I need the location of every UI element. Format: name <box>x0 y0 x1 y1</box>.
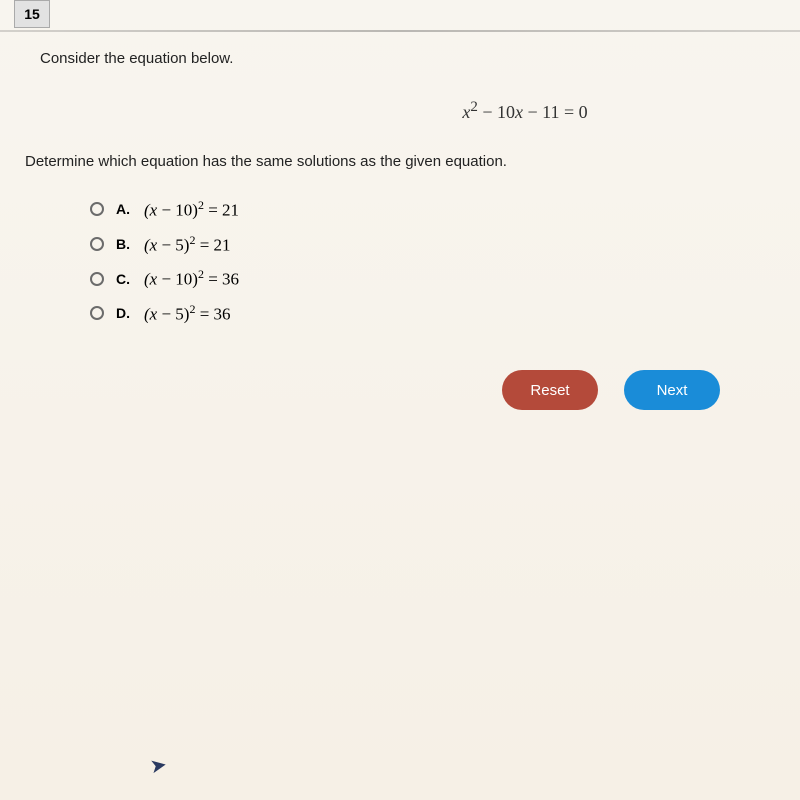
choice-letter: B. <box>116 236 138 252</box>
choice-c[interactable]: C. (x − 10)2 = 36 <box>90 267 760 290</box>
radio-icon[interactable] <box>90 306 104 320</box>
radio-icon[interactable] <box>90 272 104 286</box>
question-number: 15 <box>24 6 40 22</box>
prompt-line-1: Consider the equation below. <box>40 50 760 67</box>
answer-choices: A. (x − 10)2 = 21 B. (x − 5)2 = 21 C. (x… <box>90 198 760 325</box>
question-number-badge: 15 <box>14 0 50 28</box>
choice-letter: A. <box>116 201 138 217</box>
content-area: Consider the equation below. x2 − 10x − … <box>40 50 760 337</box>
divider <box>0 30 800 32</box>
choice-letter: C. <box>116 271 138 287</box>
choice-d[interactable]: D. (x − 5)2 = 36 <box>90 302 760 325</box>
question-panel: 15 Consider the equation below. x2 − 10x… <box>0 0 800 800</box>
reset-button[interactable]: Reset <box>502 370 598 410</box>
choice-expression: (x − 5)2 = 36 <box>144 302 231 325</box>
radio-icon[interactable] <box>90 237 104 251</box>
next-button[interactable]: Next <box>624 370 720 410</box>
prompt-line-2: Determine which equation has the same so… <box>25 153 760 170</box>
button-row: Reset Next <box>0 370 720 410</box>
choice-letter: D. <box>116 305 138 321</box>
choice-a[interactable]: A. (x − 10)2 = 21 <box>90 198 760 221</box>
cursor-icon: ➤ <box>148 752 169 780</box>
choice-b[interactable]: B. (x − 5)2 = 21 <box>90 233 760 256</box>
choice-expression: (x − 10)2 = 21 <box>144 198 239 221</box>
radio-icon[interactable] <box>90 202 104 216</box>
given-equation: x2 − 10x − 11 = 0 <box>40 99 760 123</box>
choice-expression: (x − 10)2 = 36 <box>144 267 239 290</box>
choice-expression: (x − 5)2 = 21 <box>144 233 231 256</box>
